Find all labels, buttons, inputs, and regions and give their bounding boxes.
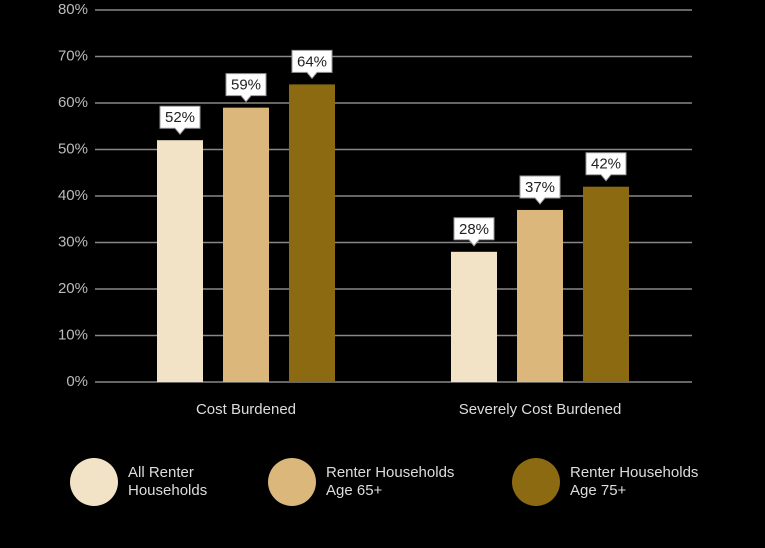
label-box bbox=[159, 105, 201, 135]
data-label: 42% bbox=[585, 152, 627, 182]
data-label-text: 42% bbox=[591, 156, 621, 173]
legend-item: Renter Households Age 65+ bbox=[268, 458, 476, 506]
legend-label: Renter Households Age 75+ bbox=[570, 464, 699, 499]
legend-swatch bbox=[70, 458, 118, 506]
bar bbox=[223, 107, 269, 383]
legend-swatch bbox=[268, 458, 316, 506]
y-tick-label: 80% bbox=[58, 1, 88, 18]
label-box bbox=[291, 49, 333, 80]
legend-item: Renter Households Age 75+ bbox=[512, 458, 720, 506]
bar bbox=[583, 186, 629, 382]
y-tick-label: 70% bbox=[58, 47, 88, 64]
data-label-text: 64% bbox=[297, 53, 327, 70]
label-box bbox=[585, 152, 627, 182]
bar bbox=[289, 84, 335, 383]
y-tick-label: 40% bbox=[58, 187, 88, 204]
legend-label: All Renter Households bbox=[128, 464, 208, 499]
data-label-text: 28% bbox=[459, 221, 489, 238]
legend-label: Renter Households Age 65+ bbox=[326, 464, 455, 499]
bar bbox=[517, 209, 563, 382]
data-label: 52% bbox=[159, 105, 201, 135]
data-label: 64% bbox=[291, 49, 333, 80]
y-tick-label: 50% bbox=[58, 140, 88, 157]
data-label-text: 59% bbox=[231, 77, 261, 94]
legend-swatch bbox=[512, 458, 560, 506]
y-tick-label: 30% bbox=[58, 233, 88, 250]
bar bbox=[451, 251, 497, 382]
data-label: 37% bbox=[519, 175, 561, 205]
label-box bbox=[225, 73, 267, 103]
y-tick-label: 0% bbox=[66, 373, 88, 390]
x-tick-label: Severely Cost Burdened bbox=[459, 401, 622, 418]
bar bbox=[157, 140, 203, 382]
y-tick-label: 60% bbox=[58, 94, 88, 111]
data-label: 28% bbox=[453, 217, 495, 247]
legend-item: All Renter Households bbox=[70, 458, 218, 506]
y-tick-label: 20% bbox=[58, 280, 88, 297]
y-tick-label: 10% bbox=[58, 326, 88, 343]
data-label-text: 37% bbox=[525, 179, 555, 196]
label-box bbox=[519, 175, 561, 205]
x-tick-label: Cost Burdened bbox=[196, 401, 296, 418]
chart: 0% 10% 20% 30% 40% 50% 60% 70% 80% Cost Burdened 5… bbox=[58, 1, 692, 418]
label-box bbox=[453, 217, 495, 247]
data-label: 59% bbox=[225, 73, 267, 103]
data-label-text: 52% bbox=[165, 109, 195, 126]
